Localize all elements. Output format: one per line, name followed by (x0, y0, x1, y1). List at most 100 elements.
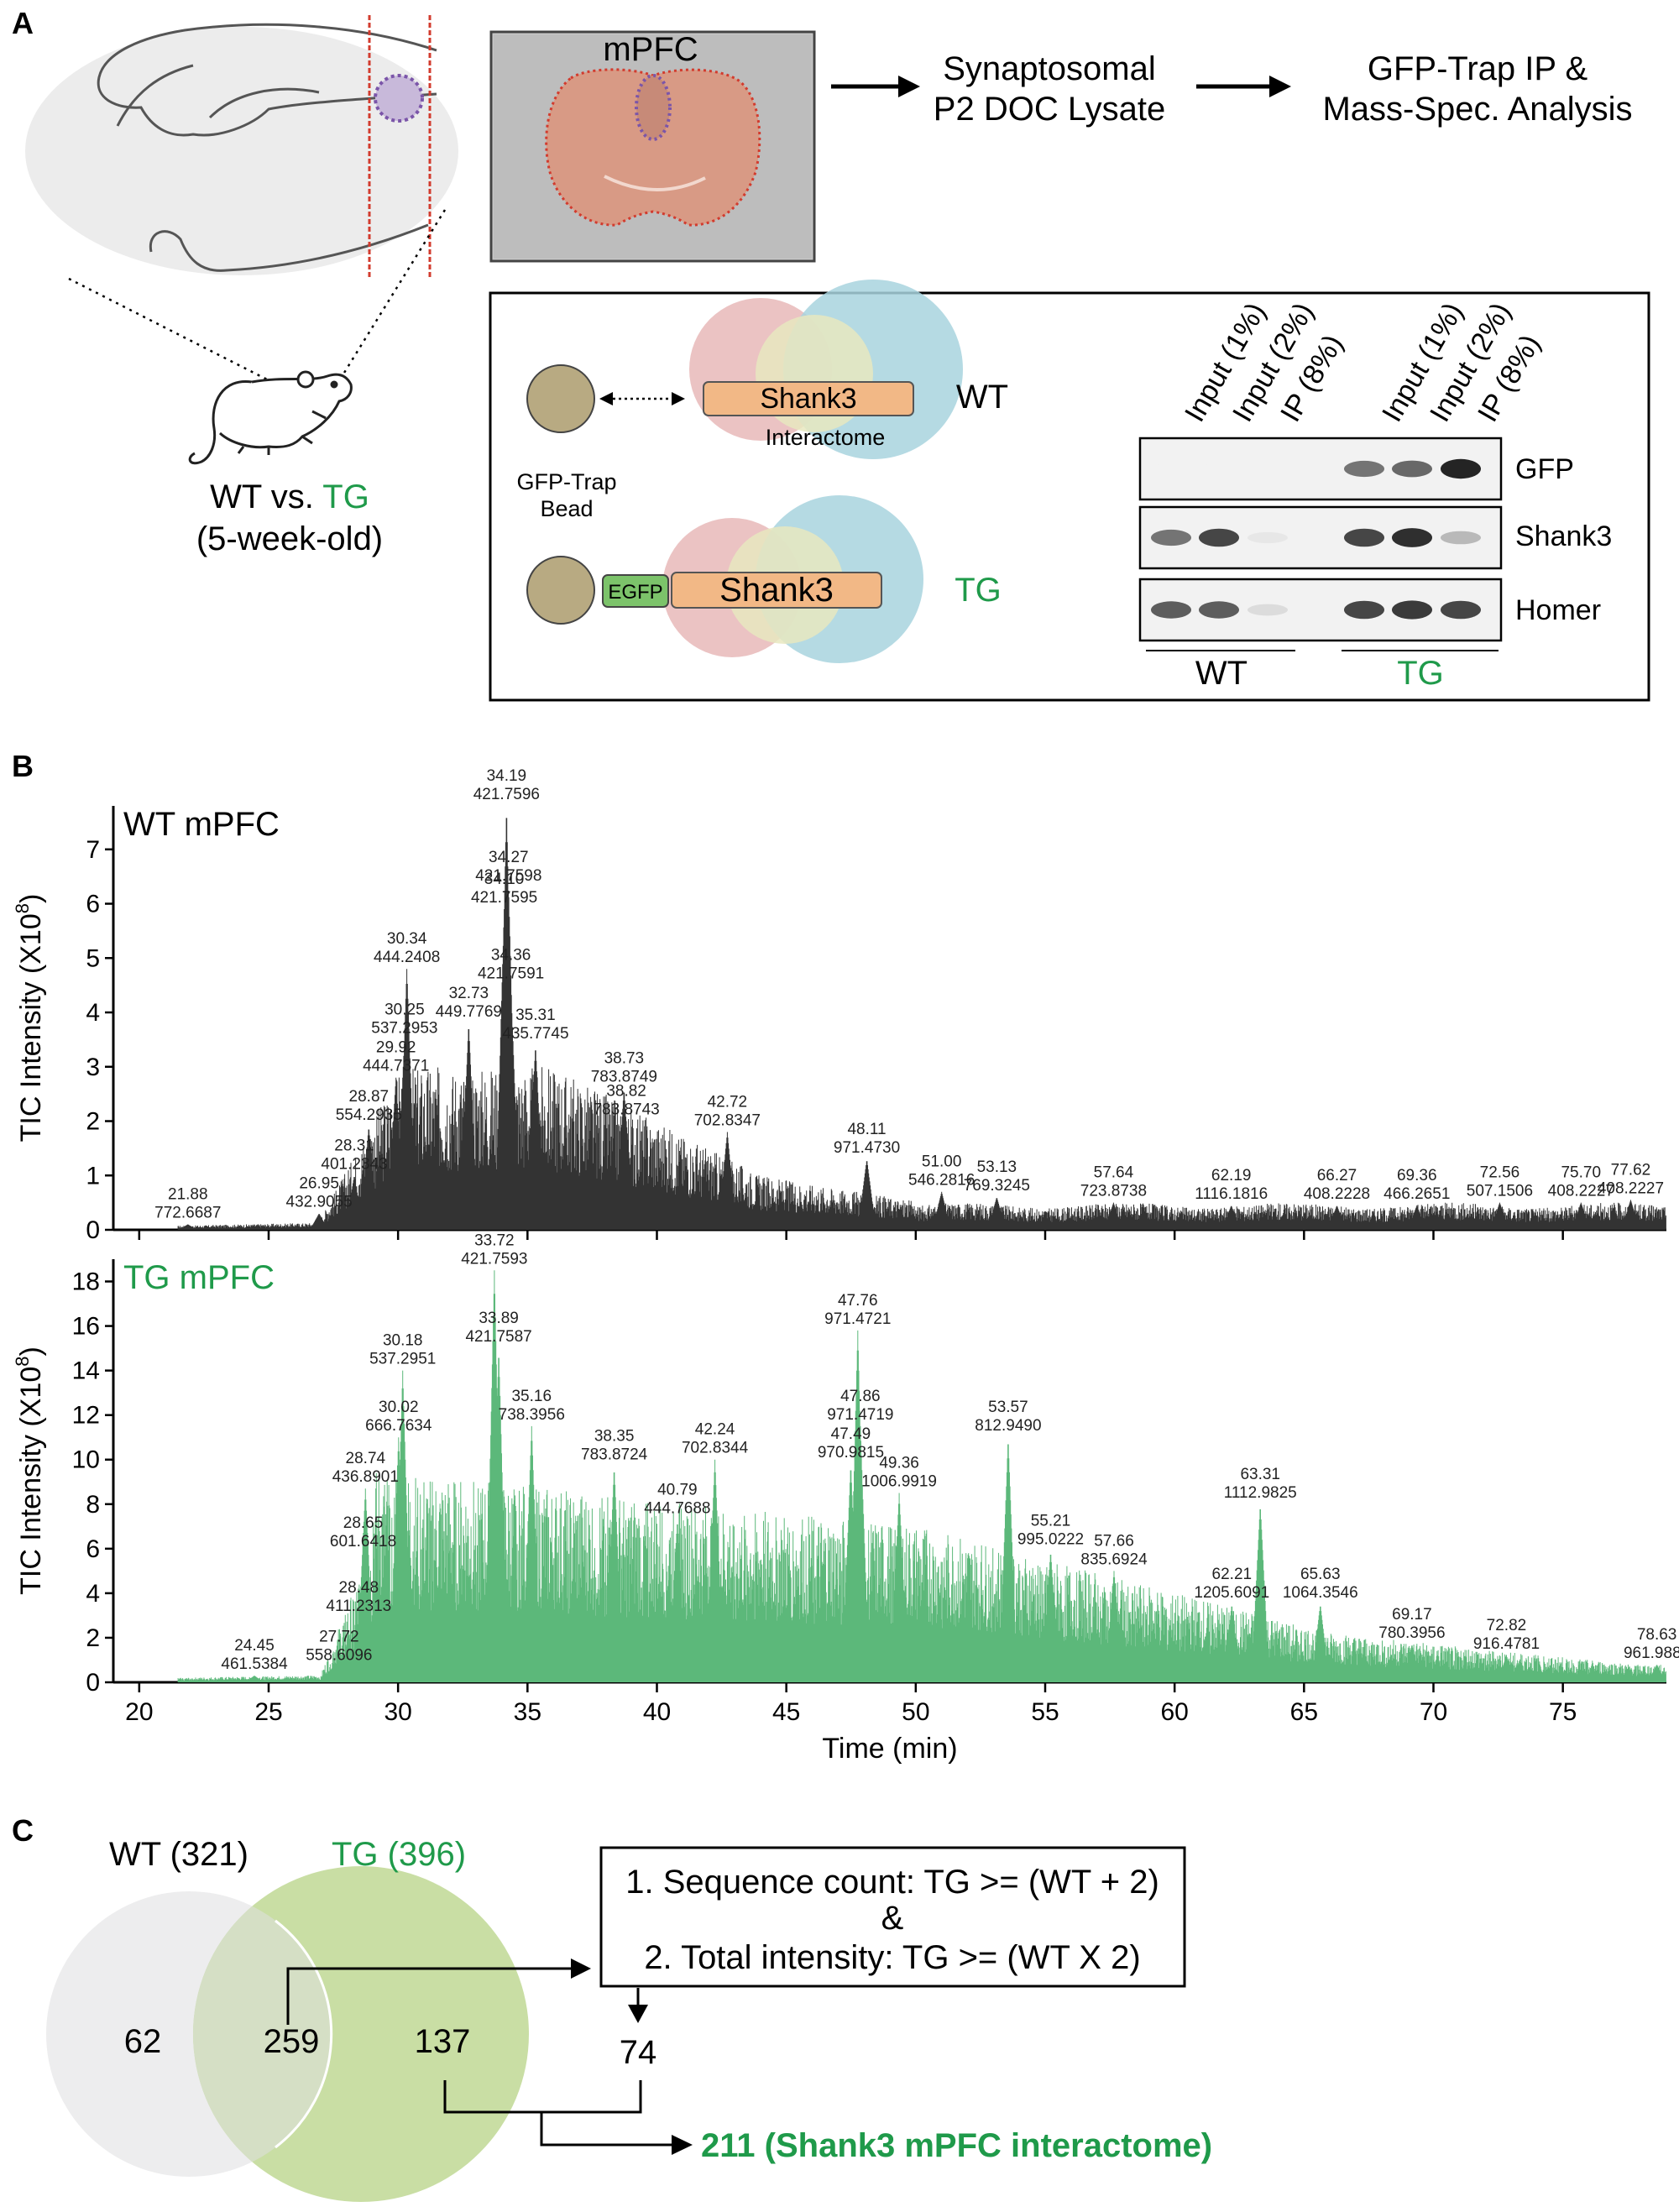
tic-trace-0 (177, 818, 1666, 1230)
y-tick-label-1-4: 4 (86, 1580, 100, 1608)
peak-mz-1-0: 461.5384 (221, 1655, 288, 1673)
x-tick-label-1-75: 75 (1549, 1698, 1577, 1726)
blot-row-homer: Homer (1515, 594, 1601, 626)
peak-rt-1-12: 42.24 (695, 1421, 735, 1439)
peak-rt-0-6: 30.34 (387, 930, 427, 948)
y-tick-label-1-18: 18 (72, 1268, 100, 1296)
peak-rt-0-11: 34.36 (491, 947, 531, 965)
criteria-to-result-arrow (628, 1988, 648, 2023)
blot-row-shank3: Shank3 (1515, 520, 1612, 552)
peak-mz-0-8: 421.7595 (471, 889, 537, 907)
peak-mz-0-9: 421.7596 (473, 786, 540, 803)
peak-rt-0-1: 26.95 (299, 1175, 339, 1193)
y-axis-label-0: TIC Intensity (X108) (12, 894, 47, 1143)
blot-band-homer-4 (1392, 600, 1432, 620)
y-tick-label-0-1: 1 (86, 1162, 100, 1190)
peak-mz-0-5: 537.2953 (371, 1019, 437, 1037)
peak-rt-0-5: 30.25 (384, 1001, 425, 1018)
peak-mz-0-23: 507.1506 (1467, 1183, 1533, 1200)
y-tick-label-0-7: 7 (86, 836, 100, 864)
peak-rt-0-14: 38.82 (606, 1083, 646, 1101)
peak-mz-1-8: 421.7587 (465, 1328, 531, 1346)
wt-shank3-label: Shank3 (760, 383, 856, 415)
peak-mz-0-18: 769.3245 (964, 1177, 1030, 1195)
wt-interactome-diagram (689, 280, 963, 459)
peak-mz-0-0: 772.6687 (154, 1205, 221, 1222)
peak-mz-0-1: 432.9055 (286, 1194, 353, 1211)
peak-rt-1-2: 28.48 (339, 1579, 379, 1597)
peak-mz-1-24: 916.4781 (1473, 1635, 1540, 1653)
peak-mz-0-12: 435.7745 (502, 1025, 568, 1043)
peak-rt-0-2: 28.31 (334, 1137, 374, 1154)
peak-mz-1-18: 995.0222 (1017, 1530, 1084, 1548)
y-tick-label-1-14: 14 (72, 1357, 100, 1385)
peak-rt-1-24: 72.82 (1487, 1617, 1527, 1634)
peak-rt-1-4: 28.74 (346, 1450, 386, 1467)
peak-mz-0-3: 554.2935 (336, 1106, 402, 1124)
peak-mz-1-15: 971.4719 (827, 1406, 893, 1424)
peak-mz-1-14: 971.4721 (824, 1310, 891, 1328)
peak-rt-0-22: 69.36 (1397, 1167, 1437, 1184)
peak-rt-0-19: 57.64 (1094, 1164, 1134, 1182)
peak-mz-1-7: 421.7593 (461, 1250, 527, 1268)
passed-count: 74 (620, 2034, 657, 2071)
peak-mz-1-11: 444.7688 (644, 1499, 710, 1517)
peak-rt-1-20: 62.21 (1212, 1566, 1253, 1583)
panel-letter-c: C (12, 1813, 34, 1848)
peak-mz-1-3: 601.6418 (330, 1533, 396, 1550)
mouse-age-label: (5-week-old) (196, 520, 383, 557)
peak-rt-0-20: 62.19 (1211, 1167, 1252, 1184)
y-tick-label-1-0: 0 (86, 1669, 100, 1697)
peak-rt-0-21: 66.27 (1317, 1167, 1357, 1184)
y-tick-label-1-2: 2 (86, 1624, 100, 1652)
interactome-label: Interactome (766, 425, 886, 450)
y-tick-label-1-6: 6 (86, 1535, 100, 1563)
peak-rt-0-0: 21.88 (168, 1186, 208, 1204)
peak-rt-1-0: 24.45 (234, 1637, 275, 1655)
blot-band-gfp-3 (1344, 460, 1384, 478)
peak-mz-1-10: 783.8724 (581, 1446, 648, 1464)
peak-mz-0-10: 421.7598 (475, 867, 541, 885)
peak-rt-1-23: 69.17 (1392, 1606, 1432, 1624)
criterion-2: 2. Total intensity: TG >= (WT X 2) (644, 1939, 1140, 1976)
peak-rt-1-17: 53.57 (988, 1399, 1028, 1416)
peak-mz-1-22: 1064.3546 (1283, 1584, 1358, 1602)
peak-rt-1-7: 33.72 (474, 1232, 515, 1249)
peak-rt-1-3: 28.65 (343, 1514, 384, 1532)
chart-title-0: WT mPFC (123, 806, 280, 843)
blot-band-homer-2 (1247, 604, 1288, 616)
bead-label-line1: GFP-Trap (516, 469, 616, 494)
bead-label-line2: Bead (540, 496, 593, 521)
x-tick-label-1-65: 65 (1290, 1698, 1318, 1726)
peak-mz-1-21: 1112.9825 (1224, 1484, 1297, 1502)
peak-mz-0-16: 971.4730 (834, 1139, 900, 1157)
peak-mz-0-6: 444.2408 (374, 949, 440, 966)
venn-tg-label: TG (396) (332, 1836, 466, 1873)
tic-trace-1 (177, 1270, 1666, 1682)
venn-wt-label: WT (321) (109, 1836, 248, 1873)
peak-rt-0-8: 34.10 (484, 871, 525, 888)
chart-title-1: TG mPFC (123, 1259, 275, 1296)
blot-lane-labels: Input (1%) Input (2%) IP (8%) Input (1%)… (1179, 297, 1546, 427)
x-tick-label-1-20: 20 (125, 1698, 153, 1726)
venn-overlap (193, 1891, 332, 2177)
peak-mz-0-11: 421.7591 (478, 965, 544, 983)
peak-rt-0-24: 75.70 (1561, 1164, 1601, 1182)
y-tick-label-0-4: 4 (86, 999, 100, 1027)
peak-rt-0-9: 34.19 (487, 767, 527, 785)
y-tick-label-0-5: 5 (86, 944, 100, 972)
x-tick-label-1-55: 55 (1031, 1698, 1059, 1726)
x-axis-label-1: Time (min) (822, 1733, 957, 1765)
blot-band-homer-5 (1441, 600, 1481, 620)
blot-band-homer-1 (1199, 601, 1239, 619)
peak-mz-1-6: 537.2951 (369, 1351, 436, 1368)
brain-sagittal-illustration (25, 15, 458, 277)
step2-line1: GFP-Trap IP & (1368, 50, 1588, 87)
blot-band-gfp-4 (1392, 460, 1432, 478)
peak-mz-1-2: 411.2313 (326, 1598, 391, 1615)
peak-rt-1-9: 35.16 (511, 1388, 552, 1405)
peak-rt-1-19: 57.66 (1094, 1532, 1134, 1550)
peak-rt-1-18: 55.21 (1031, 1512, 1071, 1530)
zoom-line-right (343, 209, 447, 374)
peak-mz-1-20: 1205.6091 (1194, 1584, 1269, 1602)
